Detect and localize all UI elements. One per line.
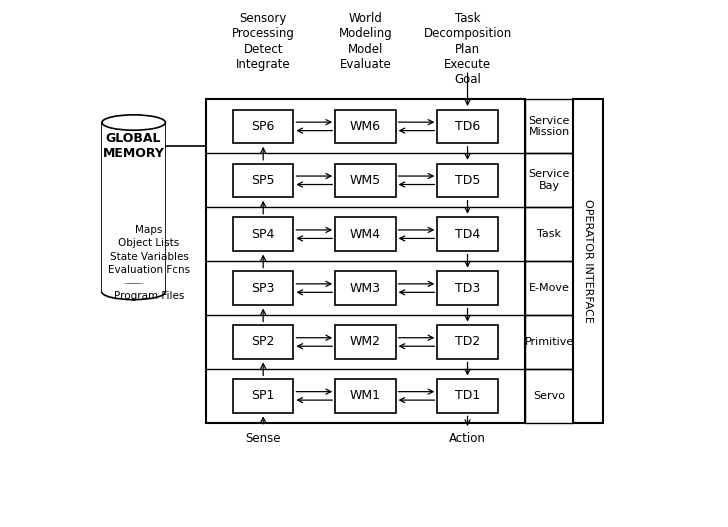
Text: TD3: TD3 [455, 281, 480, 295]
Bar [233, 218, 293, 251]
Text: Evaluation Fcns: Evaluation Fcns [108, 265, 190, 275]
Bar [525, 369, 573, 423]
Text: SP4: SP4 [251, 228, 275, 241]
Bar [438, 271, 498, 305]
Bar [233, 271, 293, 305]
Text: Program Files: Program Files [114, 291, 184, 301]
Text: Servo: Servo [533, 391, 565, 401]
Bar [335, 379, 395, 413]
Bar [525, 207, 573, 261]
Text: Model
Evaluate: Model Evaluate [339, 43, 391, 71]
Text: Primitive: Primitive [524, 337, 574, 347]
Bar [438, 110, 498, 143]
Bar [438, 163, 498, 197]
Bar [438, 325, 498, 359]
Text: SP6: SP6 [251, 120, 275, 133]
Bar [335, 110, 395, 143]
Text: Task
Decomposition: Task Decomposition [424, 12, 512, 40]
Bar [233, 110, 293, 143]
Text: Task: Task [537, 229, 561, 239]
Bar [335, 163, 395, 197]
Bar [233, 325, 293, 359]
Bar [233, 379, 293, 413]
Bar [102, 123, 165, 292]
Text: TD2: TD2 [455, 336, 480, 348]
Text: TD4: TD4 [455, 228, 480, 241]
Bar [102, 284, 165, 292]
Text: WM4: WM4 [350, 228, 381, 241]
Text: Sensory
Processing: Sensory Processing [232, 12, 295, 40]
Text: WM1: WM1 [350, 389, 381, 403]
Text: Plan
Execute
Goal: Plan Execute Goal [444, 43, 491, 86]
Text: WM3: WM3 [350, 281, 381, 295]
Text: TD1: TD1 [455, 389, 480, 403]
Text: World
Modeling: World Modeling [339, 12, 392, 40]
Bar [233, 163, 293, 197]
Text: Sense: Sense [245, 432, 281, 445]
Text: Maps: Maps [135, 226, 163, 236]
Text: Service
Bay: Service Bay [529, 170, 570, 191]
Text: E-Move: E-Move [529, 283, 569, 293]
Bar [573, 100, 603, 423]
Bar [525, 100, 573, 153]
Bar [335, 271, 395, 305]
Bar [525, 153, 573, 207]
Text: TD6: TD6 [455, 120, 480, 133]
Bar [438, 218, 498, 251]
Text: Detect
Integrate: Detect Integrate [236, 43, 290, 71]
Bar [335, 325, 395, 359]
Text: Service
Mission: Service Mission [529, 115, 570, 137]
Text: SP2: SP2 [251, 336, 275, 348]
Bar [206, 100, 525, 423]
Text: TD5: TD5 [455, 174, 480, 187]
Text: WM5: WM5 [349, 174, 381, 187]
Text: SP1: SP1 [251, 389, 275, 403]
Text: State Variables: State Variables [110, 251, 189, 261]
Text: SP3: SP3 [251, 281, 275, 295]
Text: SP5: SP5 [251, 174, 275, 187]
Text: OPERATOR INTERFACE: OPERATOR INTERFACE [583, 199, 593, 323]
Bar [525, 261, 573, 315]
Text: WM2: WM2 [350, 336, 381, 348]
Bar [335, 218, 395, 251]
Ellipse shape [102, 115, 165, 130]
Ellipse shape [102, 284, 165, 300]
Text: WM6: WM6 [350, 120, 381, 133]
Text: Object Lists: Object Lists [119, 238, 180, 248]
Text: GLOBAL
MEMORY: GLOBAL MEMORY [103, 132, 165, 160]
Bar [525, 315, 573, 369]
Bar [438, 379, 498, 413]
Text: Action: Action [449, 432, 486, 445]
